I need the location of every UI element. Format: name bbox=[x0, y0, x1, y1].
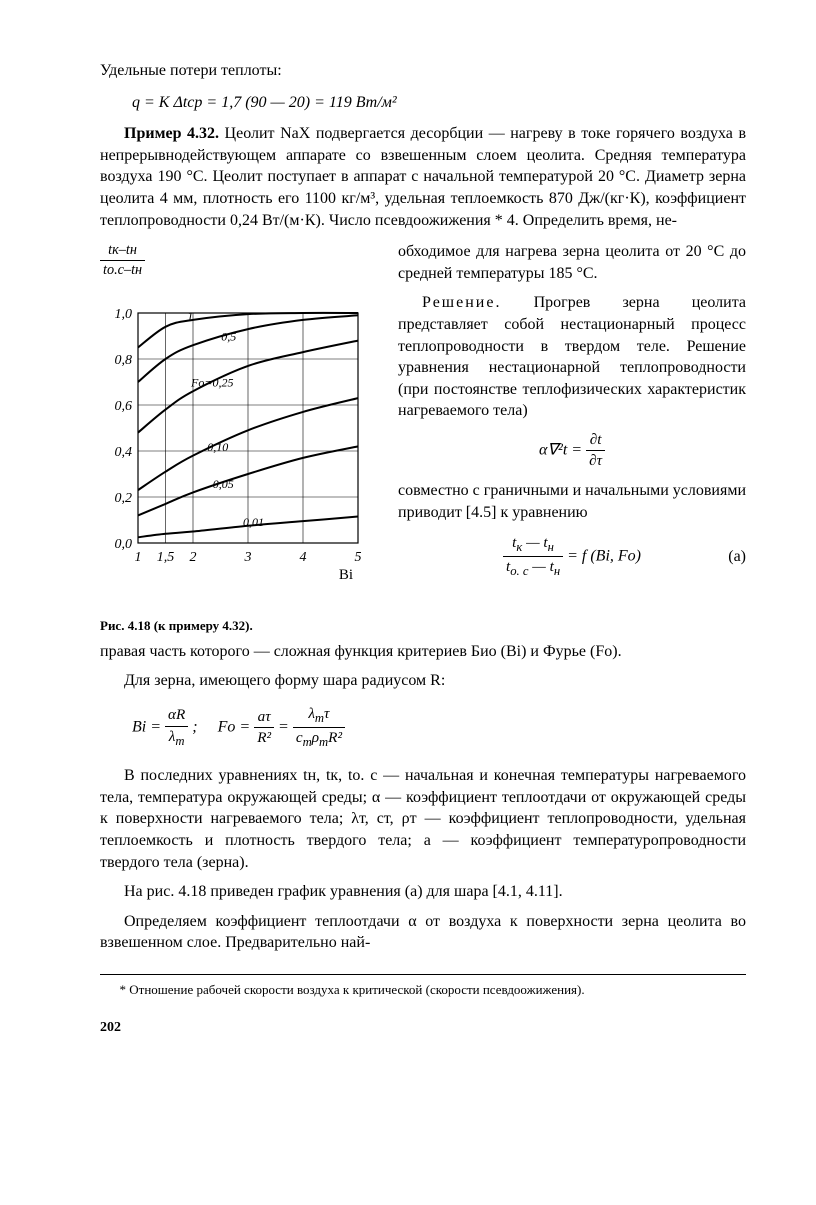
svg-text:1: 1 bbox=[187, 309, 193, 323]
svg-text:0,0: 0,0 bbox=[115, 537, 133, 552]
chart-column: tк–tнtо.с–tн 1 1,5 2 3 4 5 0,0 0,2 0,4 0,6 0,8 1,0 B… bbox=[100, 241, 380, 635]
equation-a: tк — tнtо. с — tн = f (Bi, Fo) (а) bbox=[398, 533, 746, 580]
figure-and-text-row: tк–tнtо.с–tн 1 1,5 2 3 4 5 0,0 0,2 0,4 0,6 0,8 1,0 B… bbox=[100, 241, 746, 635]
svg-text:0,10: 0,10 bbox=[207, 440, 228, 454]
equation-a-label: (а) bbox=[728, 546, 746, 568]
right-text-column: обходимое для нагрева зерна цеолита от 2… bbox=[398, 241, 746, 635]
svg-text:0,8: 0,8 bbox=[115, 353, 133, 368]
figure-caption: Рис. 4.18 (к примеру 4.32). bbox=[100, 617, 380, 635]
svg-text:0,6: 0,6 bbox=[115, 399, 133, 414]
equation-bi-fo: Bi = αRλт ; Fo = aτR² = λтτcтρтR² bbox=[132, 704, 746, 751]
chart-figure: 1 1,5 2 3 4 5 0,0 0,2 0,4 0,6 0,8 1,0 Bi 1 0,5 Fo=0,25 0… bbox=[100, 283, 370, 603]
svg-text:0,5: 0,5 bbox=[221, 329, 236, 343]
svg-text:3: 3 bbox=[244, 550, 252, 565]
svg-text:5: 5 bbox=[355, 550, 362, 565]
para-last-eqs: В последних уравнениях tн, tк, tо. с — н… bbox=[100, 765, 746, 873]
para-sphere: Для зерна, имеющего форму шара радиусом … bbox=[100, 670, 746, 692]
svg-text:0,01: 0,01 bbox=[243, 514, 264, 528]
equation-nabla: α∇²t = ∂t∂τ bbox=[398, 430, 746, 472]
para-alpha: Определяем коэффициент теплоотдачи α от … bbox=[100, 911, 746, 954]
svg-text:0,2: 0,2 bbox=[115, 491, 133, 506]
svg-text:1,0: 1,0 bbox=[115, 307, 133, 322]
para-fig-ref: На рис. 4.18 приведен график уравнения (… bbox=[100, 881, 746, 903]
svg-text:4: 4 bbox=[300, 550, 307, 565]
svg-text:1,5: 1,5 bbox=[157, 550, 175, 565]
right-para-1: обходимое для нагрева зерна цеолита от 2… bbox=[398, 241, 746, 284]
right-para-3: совместно с граничными и начальными усло… bbox=[398, 480, 746, 523]
example-paragraph: Пример 4.32. Цеолит NaX подвергается дес… bbox=[100, 123, 746, 231]
svg-text:1: 1 bbox=[135, 550, 142, 565]
example-label: Пример 4.32. bbox=[124, 125, 219, 142]
solution-text: Прогрев зерна цеолита представляет собой… bbox=[398, 294, 746, 419]
svg-text:2: 2 bbox=[190, 550, 197, 565]
para-bio-fourier: правая часть которого — сложная функция … bbox=[100, 641, 746, 663]
svg-text:0,4: 0,4 bbox=[115, 445, 133, 460]
svg-text:Fo=0,25: Fo=0,25 bbox=[190, 375, 233, 389]
page-number: 202 bbox=[100, 1019, 746, 1038]
right-para-solution: Решение. Прогрев зерна цеолита представл… bbox=[398, 292, 746, 422]
footnote: * Отношение рабочей скорости воздуха к к… bbox=[100, 974, 746, 999]
heading-losses: Удельные потери теплоты: bbox=[100, 60, 746, 82]
equation-q: q = K Δtср = 1,7 (90 — 20) = 119 Вт/м² bbox=[100, 92, 746, 114]
svg-text:0,05: 0,05 bbox=[213, 476, 234, 490]
svg-text:Bi: Bi bbox=[339, 567, 353, 583]
solution-label: Решение. bbox=[422, 294, 501, 311]
chart-ylabel: tк–tнtо.с–tн bbox=[100, 241, 380, 280]
